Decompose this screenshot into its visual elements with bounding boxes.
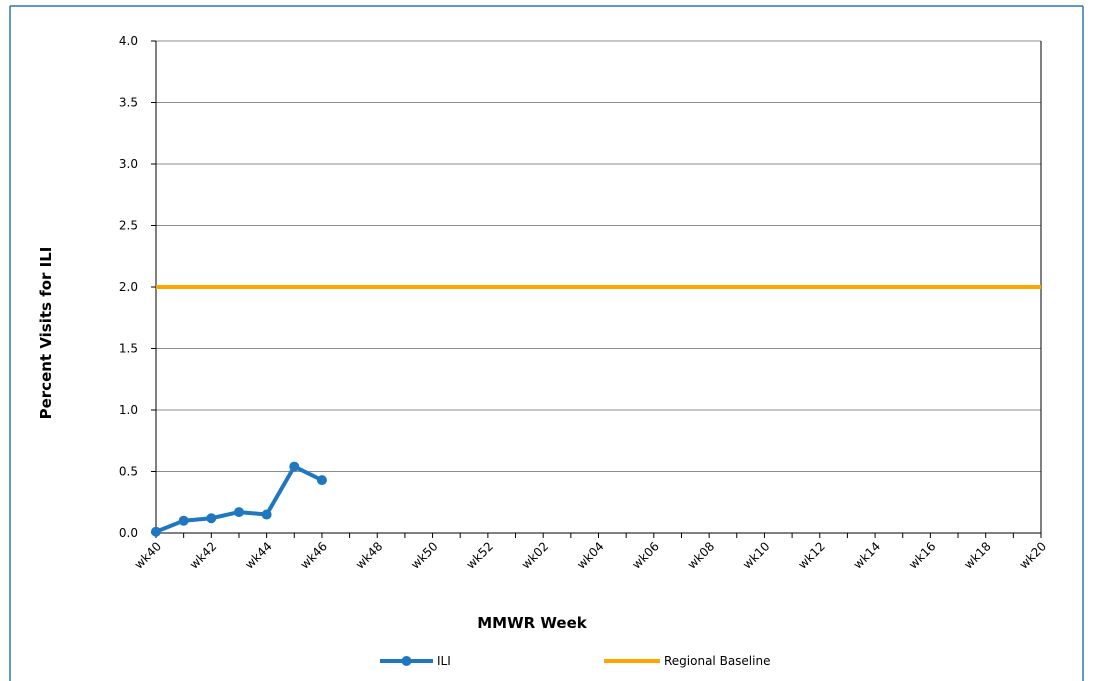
y-tick-label: 3.0 [119, 157, 138, 171]
x-tick-label: wk46 [297, 539, 330, 572]
x-tick-label: wk16 [906, 539, 939, 572]
y-tick-label: 0.5 [119, 465, 138, 479]
legend-label-regional-baseline: Regional Baseline [664, 654, 770, 668]
x-tick-label: wk44 [242, 539, 275, 572]
x-tick-labels: wk40 wk42 wk44 wk46 wk48 wk50 wk52 wk02 wk04 wk06… [132, 539, 1050, 572]
axes [151, 40, 1042, 538]
x-tick-label: wk50 [408, 539, 441, 572]
y-tick-label: 3.5 [119, 96, 138, 110]
y-tick-label: 2.0 [119, 280, 138, 294]
y-tick-labels: 0.0 0.5 1.0 1.5 2.0 2.5 3.0 3.5 4.0 [119, 34, 138, 540]
x-tick-label: wk08 [685, 539, 718, 572]
data-point [151, 526, 161, 537]
x-axis-title: MMWR Week [477, 614, 588, 632]
data-point [261, 509, 272, 520]
y-axis-title: Percent Visits for ILI [37, 247, 55, 420]
legend-label-ili: ILI [437, 654, 451, 668]
y-tick-label: 0.0 [119, 526, 138, 540]
data-point [316, 475, 327, 486]
x-tick-label: wk12 [795, 539, 828, 572]
x-tick-label: wk04 [574, 539, 607, 572]
x-tick-label: wk48 [353, 539, 386, 572]
data-point [289, 461, 300, 472]
y-tick-label: 2.5 [119, 219, 138, 233]
x-tick-label: wk40 [132, 539, 165, 572]
series [151, 285, 1041, 537]
x-tick-label: wk14 [851, 539, 884, 572]
x-tick-label: wk06 [629, 539, 662, 572]
gridlines [156, 40, 1041, 472]
x-tick-label: wk52 [463, 539, 496, 572]
data-point [178, 515, 189, 526]
data-point [206, 513, 217, 524]
x-tick-label: wk42 [187, 539, 220, 572]
y-tick-label: 1.5 [119, 342, 138, 356]
x-tick-label: wk18 [961, 539, 994, 572]
y-tick-label: 4.0 [119, 34, 138, 48]
x-tick-label: wk10 [740, 539, 773, 572]
x-tick-label: wk20 [1017, 539, 1050, 572]
data-point [233, 507, 244, 518]
legend: ILI Regional Baseline [380, 654, 770, 668]
y-tick-label: 1.0 [119, 403, 138, 417]
x-tick-label: wk02 [519, 539, 552, 572]
legend-marker-ili [401, 656, 412, 666]
